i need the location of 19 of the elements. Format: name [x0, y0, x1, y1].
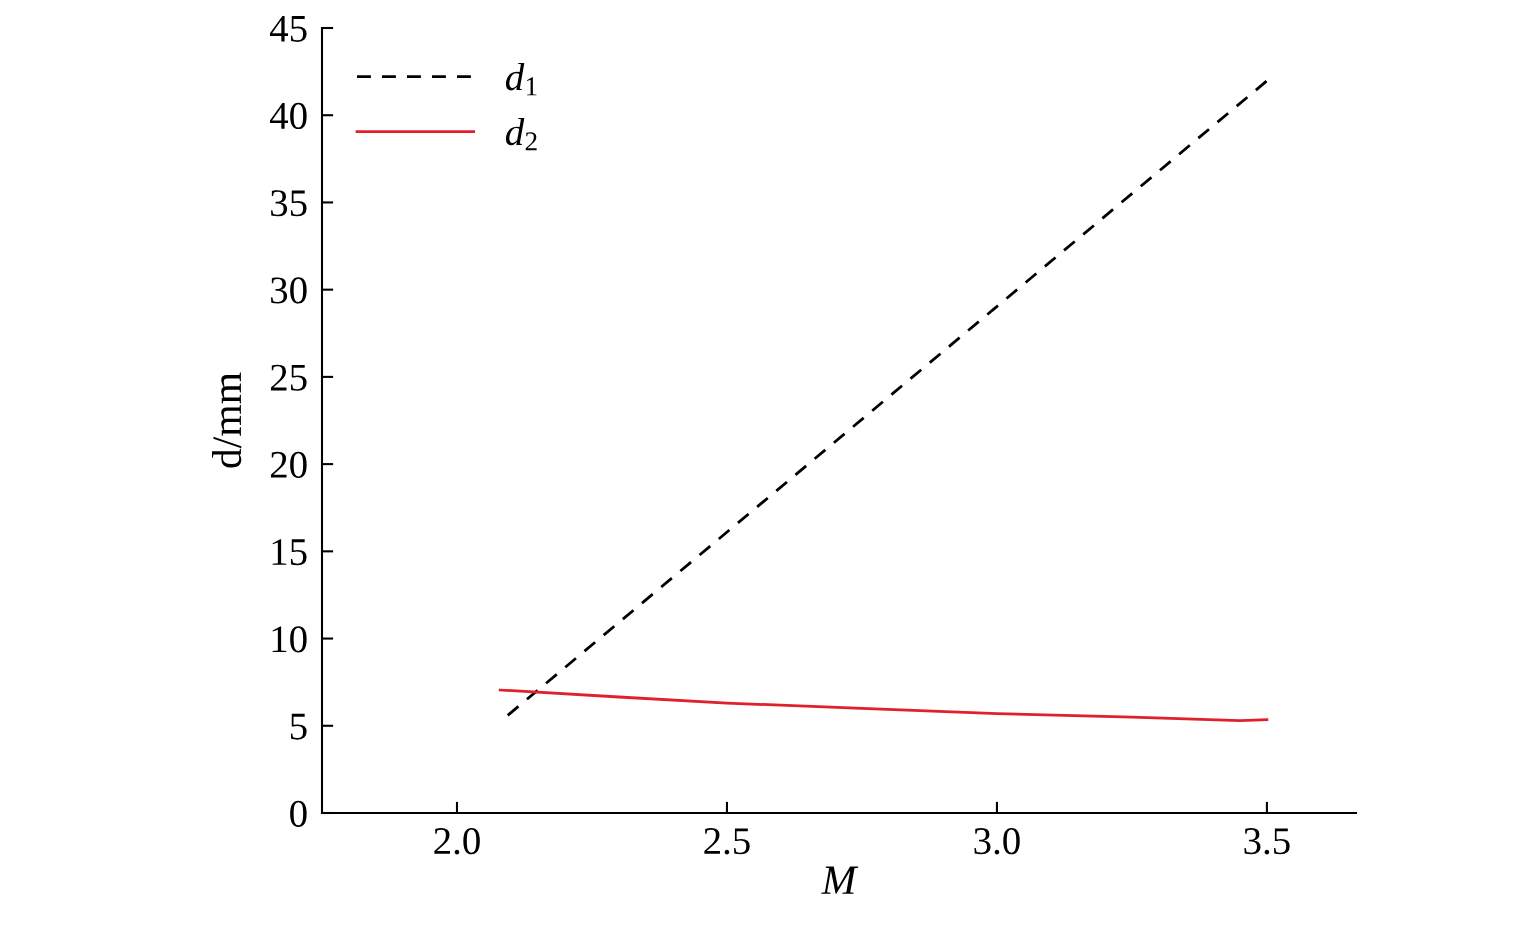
x-tick-label: 3.5 — [1244, 828, 1290, 855]
y-tick-label: 25 — [270, 364, 307, 391]
y-tick-label: 5 — [290, 713, 307, 740]
legend-label: d$_{2}$ — [505, 117, 537, 151]
y-tick-label: 35 — [271, 190, 307, 217]
y-tick-label: 30 — [271, 277, 307, 304]
x-tick-label: 3.0 — [974, 828, 1020, 855]
y-tick-label: 10 — [272, 626, 307, 653]
y-axis-title: d/mm — [211, 372, 242, 468]
x-tick-label: 2.0 — [434, 828, 480, 855]
x-tick-label: 2.5 — [704, 828, 750, 855]
x-axis-title: M — [821, 866, 859, 894]
y-tick-label: 45 — [269, 15, 307, 42]
line-series — [498, 688, 1269, 722]
y-tick-label: 40 — [269, 102, 307, 130]
y-tick-label: 0 — [290, 800, 307, 827]
y-tick-label: 15 — [272, 539, 307, 566]
y-tick-label: 20 — [270, 451, 307, 478]
legend-label: d$_{1}$ — [505, 63, 537, 96]
